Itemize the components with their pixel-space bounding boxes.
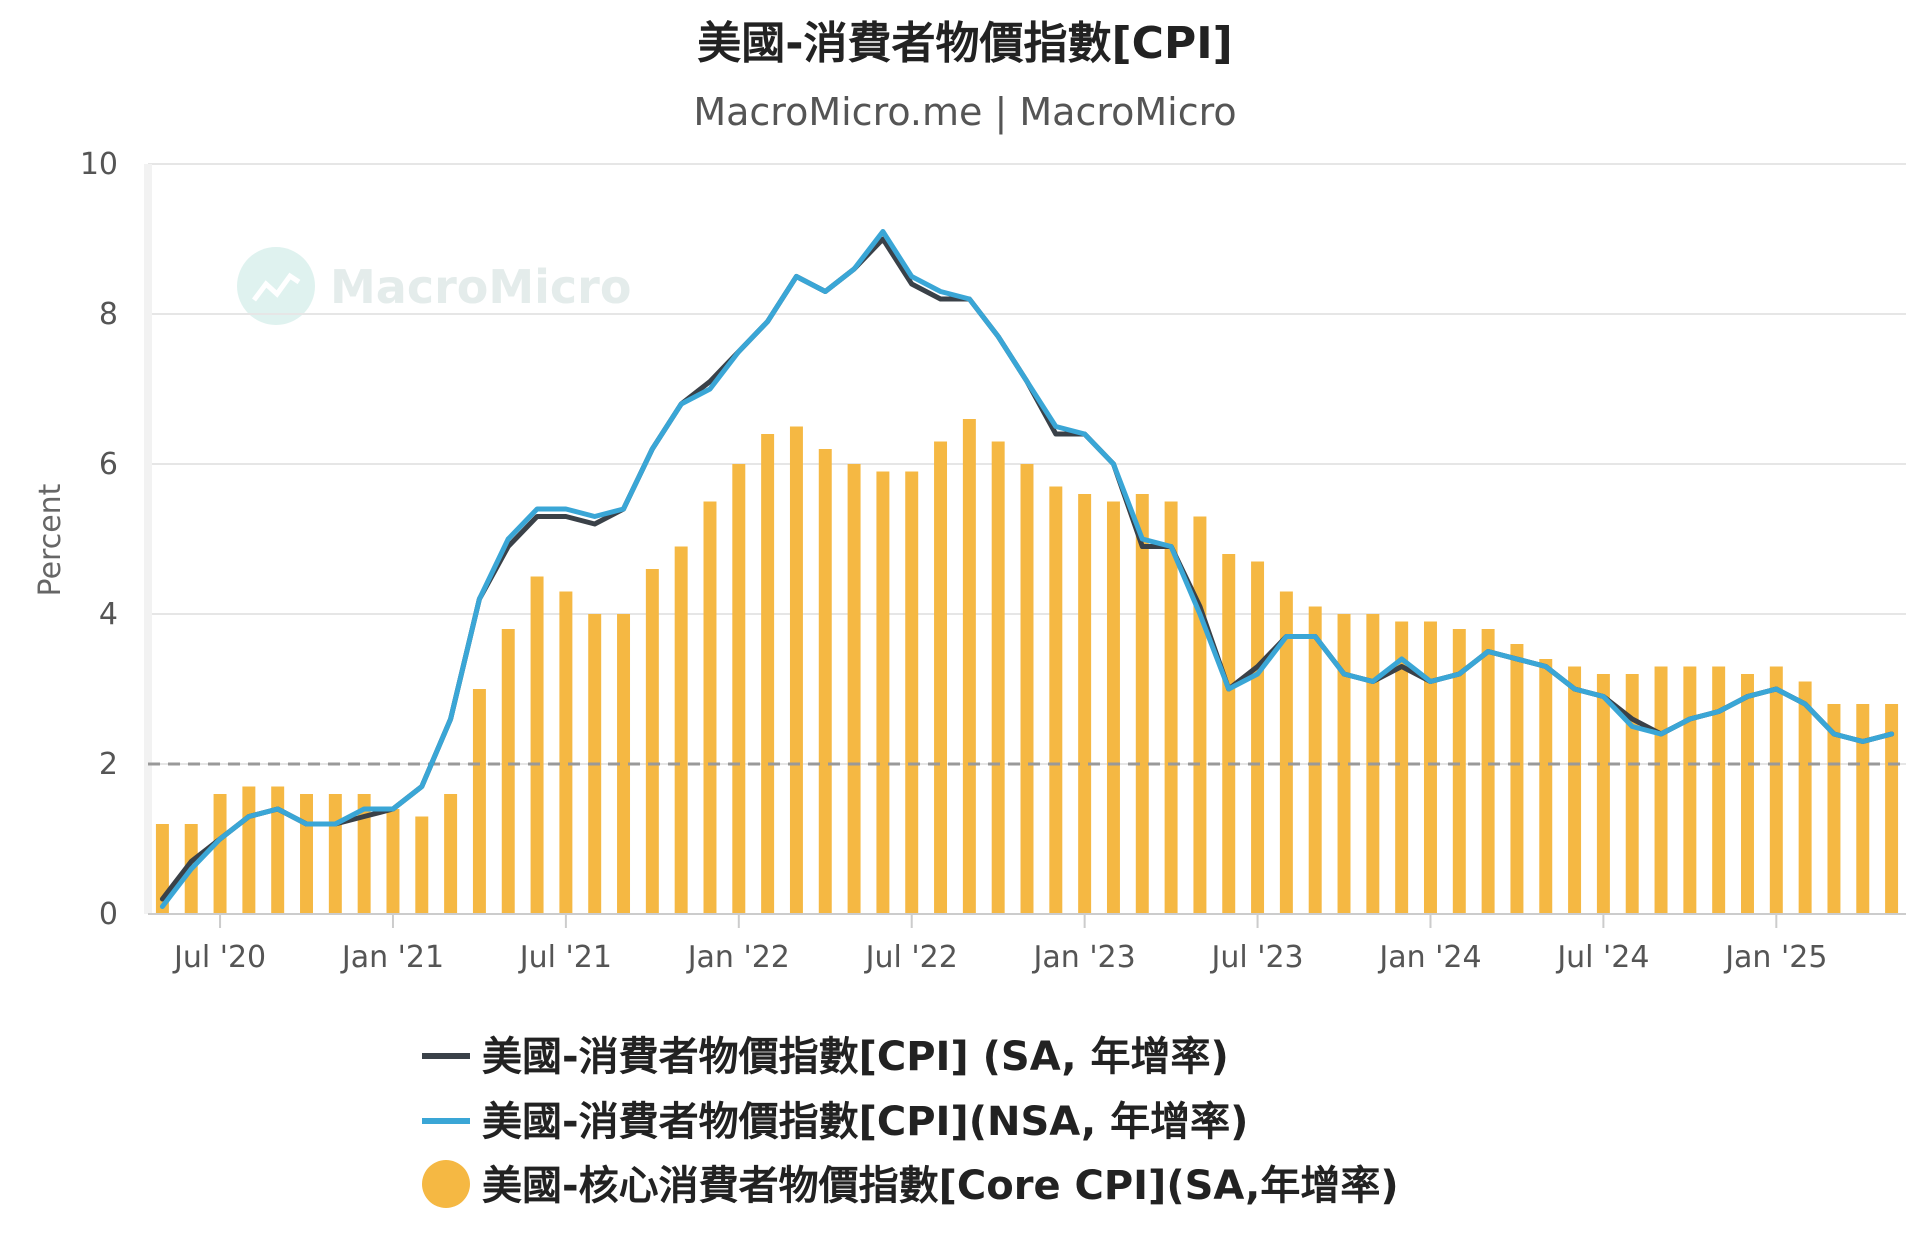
core-cpi-bar-2023-12[interactable] (1395, 621, 1409, 915)
core-cpi-bar-2023-05[interactable] (1193, 516, 1207, 915)
core-cpi-bar-2024-06[interactable] (1568, 666, 1582, 915)
core-cpi-bar-2025-01[interactable] (1769, 666, 1783, 915)
y-tick-label-0: 0 (99, 897, 118, 932)
core-cpi-bar-2024-11[interactable] (1712, 666, 1726, 915)
core-cpi-bar-2022-05[interactable] (847, 464, 861, 914)
x-tick-label-5: Jan '23 (1032, 940, 1136, 975)
core-cpi-bar-2022-04[interactable] (818, 449, 832, 914)
core-cpi-bar-2022-11[interactable] (1020, 464, 1034, 914)
core-cpi-bar-2022-08[interactable] (934, 441, 948, 915)
core-cpi-bar-2024-07[interactable] (1596, 674, 1610, 914)
core-cpi-bar-2021-10[interactable] (645, 569, 659, 914)
core-cpi-bar-2022-06[interactable] (876, 471, 890, 915)
legend-item-cpi-sa[interactable]: 美國-消費者物價指數[CPI] (SA, 年增率) (422, 1034, 1229, 1080)
core-cpi-bar-2025-05[interactable] (1885, 704, 1899, 914)
core-cpi-bar-2022-02[interactable] (761, 434, 775, 914)
core-cpi-bar-2023-08[interactable] (1279, 591, 1293, 915)
legend-label-cpi-nsa: 美國-消費者物價指數[CPI](NSA, 年增率) (482, 1099, 1248, 1145)
watermark-logo-icon (237, 247, 315, 325)
legend-label-cpi-sa: 美國-消費者物價指數[CPI] (SA, 年增率) (482, 1034, 1229, 1080)
core-cpi-bar-2022-10[interactable] (991, 441, 1005, 915)
x-tick-label-4: Jul '22 (864, 940, 958, 975)
core-cpi-bar-2021-01[interactable] (386, 809, 400, 914)
core-cpi-bar-2024-05[interactable] (1539, 659, 1553, 914)
core-cpi-bar-2022-07[interactable] (905, 471, 919, 915)
y-tick-label-1: 2 (99, 747, 118, 782)
y-axis-title: Percent (33, 483, 68, 596)
cpi-nsa-line[interactable] (159, 229, 1895, 909)
x-tick-label-1: Jan '21 (340, 940, 444, 975)
core-cpi-bar-2021-04[interactable] (472, 689, 486, 914)
core-cpi-bar-2020-07[interactable] (213, 794, 227, 914)
core-cpi-bar-2020-08[interactable] (242, 786, 256, 915)
core-cpi-bar-2024-12[interactable] (1741, 674, 1754, 914)
x-tick-label-0: Jul '20 (172, 940, 266, 975)
y-tick-label-3: 6 (99, 447, 118, 482)
y-tick-label-4: 8 (99, 297, 118, 332)
core-cpi-bar-2023-03[interactable] (1135, 494, 1149, 914)
core-cpi-bar-2021-11[interactable] (674, 546, 688, 915)
x-tick-label-2: Jul '21 (518, 940, 612, 975)
core-cpi-bar-2024-09[interactable] (1654, 666, 1668, 915)
core-cpi-bar-2024-03[interactable] (1481, 629, 1495, 914)
core-cpi-bar-2024-02[interactable] (1452, 629, 1466, 914)
core-cpi-bar-2020-10[interactable] (300, 794, 313, 914)
core-cpi-bar-2020-11[interactable] (328, 794, 342, 914)
chart-title: 美國-消費者物價指數[CPI] (697, 18, 1232, 69)
legend-swatch-core-cpi (422, 1160, 470, 1208)
core-cpi-bar-2024-08[interactable] (1625, 674, 1639, 914)
core-cpi-bar-2022-09[interactable] (962, 419, 976, 914)
core-cpi-bar-2021-12[interactable] (703, 501, 717, 915)
core-cpi-bar-2025-02[interactable] (1798, 681, 1812, 915)
core-cpi-bar-2023-07[interactable] (1251, 561, 1265, 915)
core-cpi-bar-2021-03[interactable] (444, 794, 458, 914)
core-cpi-bar-2023-02[interactable] (1106, 501, 1120, 915)
legend: 美國-消費者物價指數[CPI] (SA, 年增率) 美國-消費者物價指數[CPI… (422, 1034, 1399, 1209)
core-cpi-bar-2023-10[interactable] (1337, 614, 1351, 914)
core-cpi-bar-2023-01[interactable] (1078, 494, 1092, 914)
core-cpi-bar-2021-09[interactable] (617, 614, 631, 914)
core-cpi-bar-2024-04[interactable] (1510, 644, 1524, 914)
core-cpi-bar-2021-05[interactable] (501, 629, 515, 914)
core-cpi-bar-2020-12[interactable] (357, 794, 371, 914)
core-cpi-bar-2022-12[interactable] (1049, 486, 1063, 915)
x-tick-label-7: Jan '24 (1377, 940, 1481, 975)
core-cpi-bar-2023-04[interactable] (1164, 501, 1178, 915)
x-tick-label-3: Jan '22 (686, 940, 790, 975)
legend-item-core-cpi[interactable]: 美國-核心消費者物價指數[Core CPI](SA,年增率) (422, 1160, 1399, 1209)
y-axis-ticks: 0 2 4 6 8 10 (80, 147, 118, 932)
x-axis: Jul '20 Jan '21 Jul '21 Jan '22 Jul '22 Jan '… (148, 913, 1906, 975)
y-tick-label-5: 10 (80, 147, 118, 182)
core-cpi-bars (155, 419, 1899, 915)
x-tick-label-6: Jul '23 (1209, 940, 1303, 975)
legend-label-core-cpi: 美國-核心消費者物價指數[Core CPI](SA,年增率) (482, 1163, 1399, 1209)
core-cpi-bar-2020-09[interactable] (271, 786, 285, 915)
core-cpi-bar-2022-03[interactable] (789, 426, 803, 915)
watermark: MacroMicro (237, 247, 631, 325)
watermark-text: MacroMicro (330, 260, 631, 314)
core-cpi-bar-2023-09[interactable] (1308, 606, 1322, 915)
core-cpi-bar-2021-02[interactable] (415, 816, 429, 915)
core-cpi-bar-2021-06[interactable] (530, 576, 544, 915)
watermark-logo-line-icon (252, 272, 301, 302)
core-cpi-bar-2024-01[interactable] (1423, 621, 1437, 915)
cpi-lines (159, 229, 1895, 909)
x-tick-label-8: Jul '24 (1555, 940, 1649, 975)
core-cpi-bar-2025-03[interactable] (1827, 704, 1841, 914)
legend-item-cpi-nsa[interactable]: 美國-消費者物價指數[CPI](NSA, 年增率) (422, 1099, 1248, 1145)
core-cpi-bar-2025-04[interactable] (1856, 704, 1870, 914)
chart-subtitle: MacroMicro.me | MacroMicro (693, 90, 1236, 135)
core-cpi-bar-2021-07[interactable] (559, 591, 573, 915)
core-cpi-bar-2023-06[interactable] (1222, 554, 1236, 914)
x-tick-label-9: Jan '25 (1723, 940, 1827, 975)
core-cpi-bar-2022-01[interactable] (732, 464, 746, 914)
core-cpi-bar-2024-10[interactable] (1683, 666, 1697, 915)
y-tick-label-2: 4 (99, 597, 118, 632)
